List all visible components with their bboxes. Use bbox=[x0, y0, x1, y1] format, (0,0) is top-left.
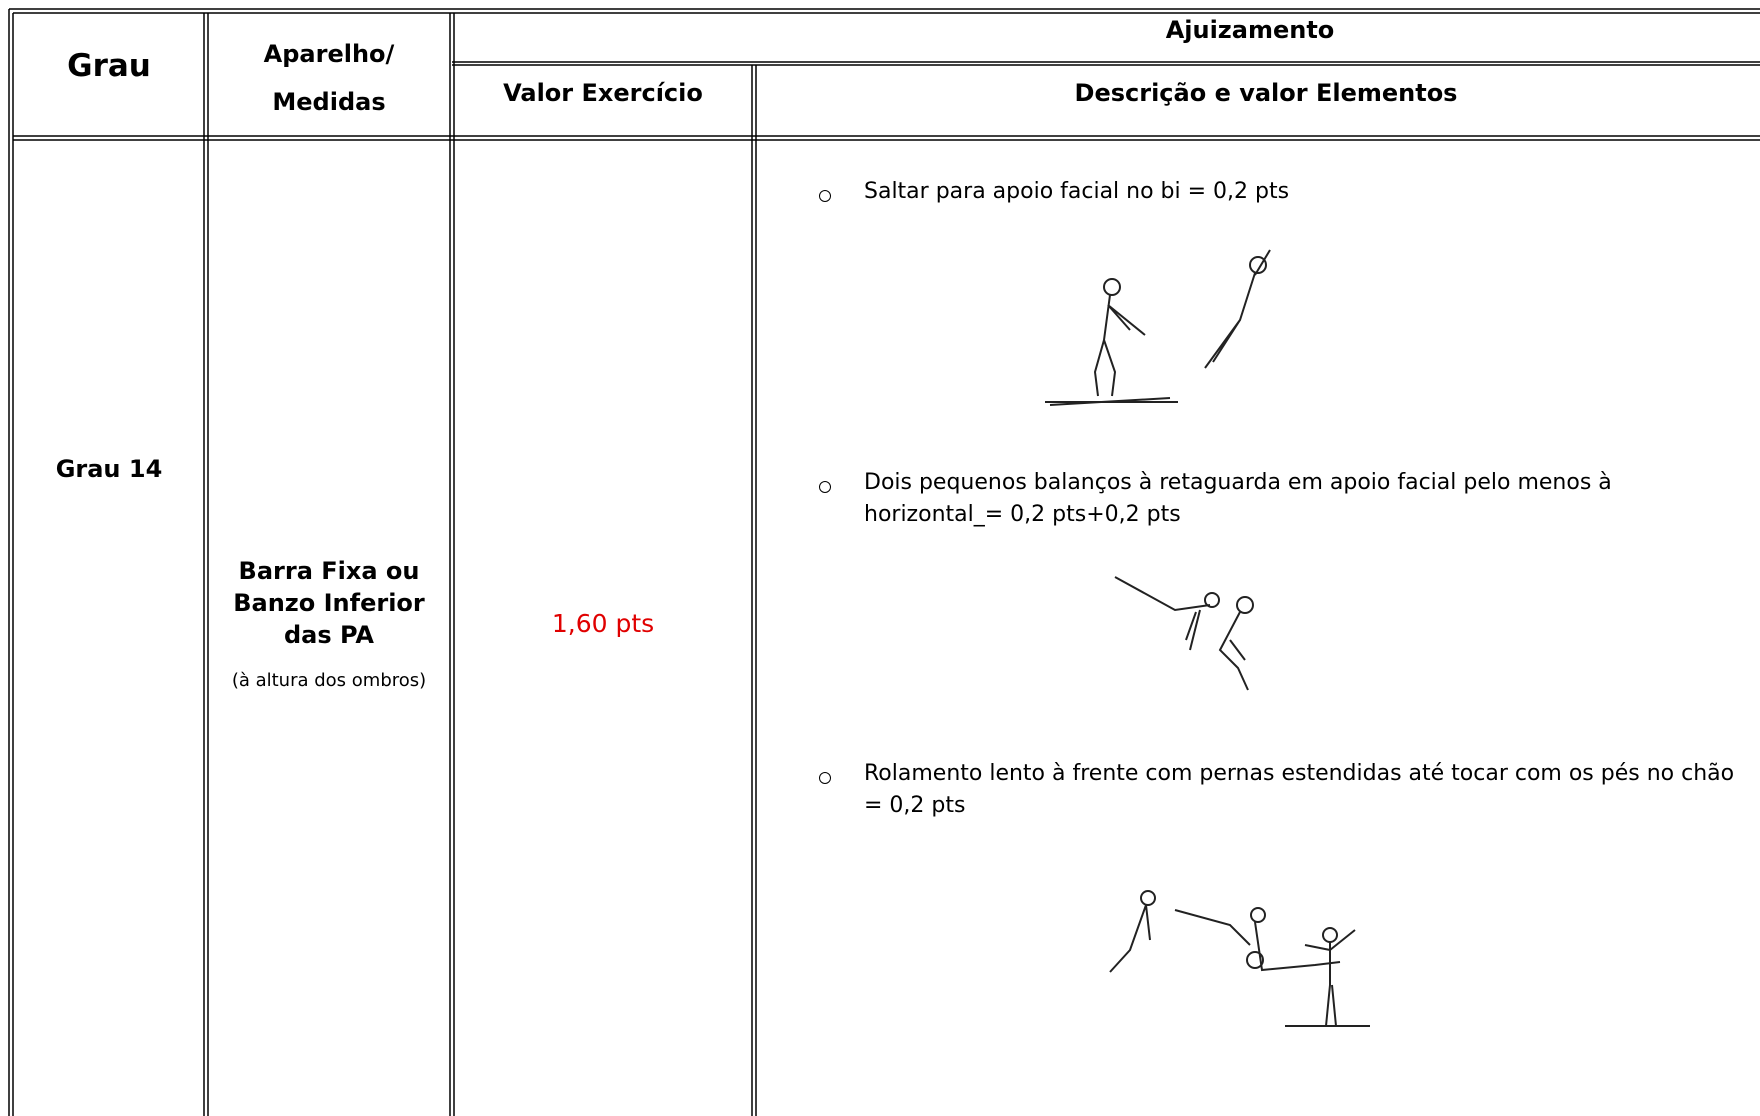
element-text: Rolamento lento à frente com pernas este… bbox=[864, 761, 1735, 818]
bullet bbox=[819, 772, 831, 784]
header-ajuizamento: Ajuizamento bbox=[1165, 16, 1335, 44]
header-grau: Grau bbox=[67, 48, 151, 84]
bullet bbox=[819, 481, 831, 493]
row-aparelho: Barra Fixa ou Banzo Inferior das PA bbox=[233, 557, 425, 649]
element-text: Saltar para apoio facial no bi = 0,2 pts bbox=[864, 179, 1290, 204]
element-text: Dois pequenos balanços à retaguarda em a… bbox=[864, 470, 1612, 527]
figure-jump bbox=[1045, 249, 1271, 406]
header-valor: Valor Exercício bbox=[503, 79, 703, 107]
figure-roll bbox=[1109, 890, 1370, 1027]
figure-swing bbox=[1114, 576, 1254, 691]
row-note: (à altura dos ombros) bbox=[231, 670, 427, 691]
row-valor: 1,60 pts bbox=[551, 609, 655, 638]
header-aparelho: Aparelho/ Medidas bbox=[263, 40, 395, 116]
bullet bbox=[819, 190, 831, 202]
header-descricao: Descrição e valor Elementos bbox=[1074, 79, 1458, 107]
row-grau: Grau 14 bbox=[55, 455, 163, 483]
